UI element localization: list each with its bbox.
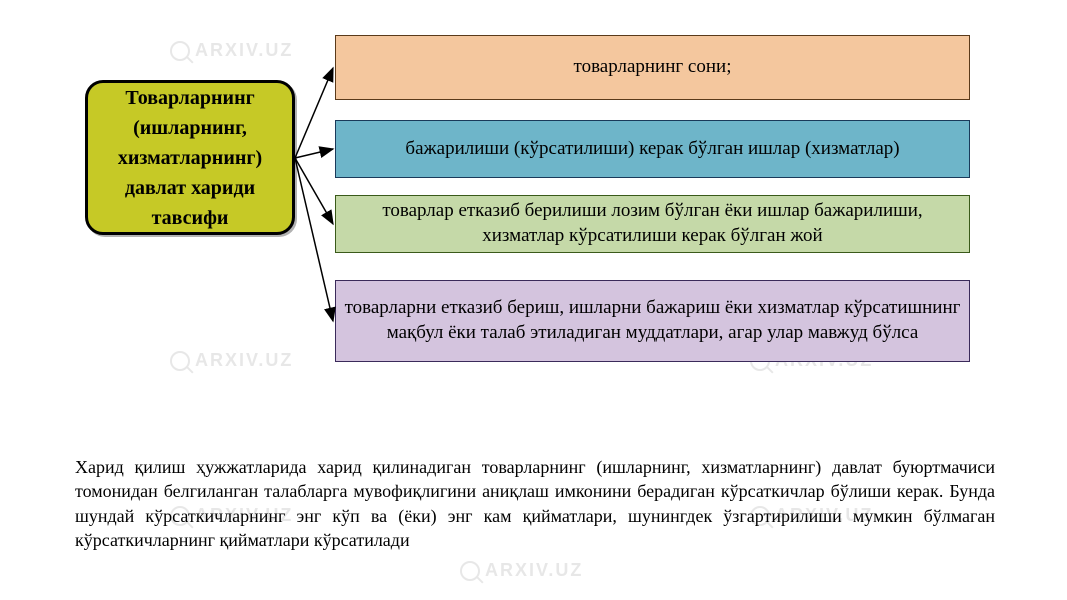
arrow-line [295, 158, 333, 321]
source-box: Товарларнинг (ишларнинг, хизматларнинг) … [85, 80, 295, 235]
target-text: товарларни етказиб бериш, ишларни бажари… [344, 296, 961, 345]
watermark: ARXIV.UZ [460, 560, 583, 581]
target-box-1: товарларнинг сони; [335, 35, 970, 100]
target-text: бажарилиши (кўрсатилиши) керак бўлган иш… [405, 137, 899, 162]
body-paragraph: Харид қилиш ҳужжатларида харид қилинадиг… [75, 455, 995, 552]
target-box-3: товарлар етказиб берилиши лозим бўлган ё… [335, 195, 970, 253]
arrow-line [295, 149, 333, 158]
watermark-text: ARXIV.UZ [485, 560, 583, 581]
target-text: товарларнинг сони; [574, 55, 732, 80]
arrow-line [295, 68, 333, 158]
target-text: товарлар етказиб берилиши лозим бўлган ё… [344, 199, 961, 248]
source-text: Товарларнинг (ишларнинг, хизматларнинг) … [98, 83, 282, 233]
target-box-2: бажарилиши (кўрсатилиши) керак бўлган иш… [335, 120, 970, 178]
arrow-line [295, 158, 333, 224]
paragraph-text: Харид қилиш ҳужжатларида харид қилинадиг… [75, 457, 995, 550]
diagram-container: Товарларнинг (ишларнинг, хизматларнинг) … [0, 0, 1067, 440]
target-box-4: товарларни етказиб бериш, ишларни бажари… [335, 280, 970, 362]
